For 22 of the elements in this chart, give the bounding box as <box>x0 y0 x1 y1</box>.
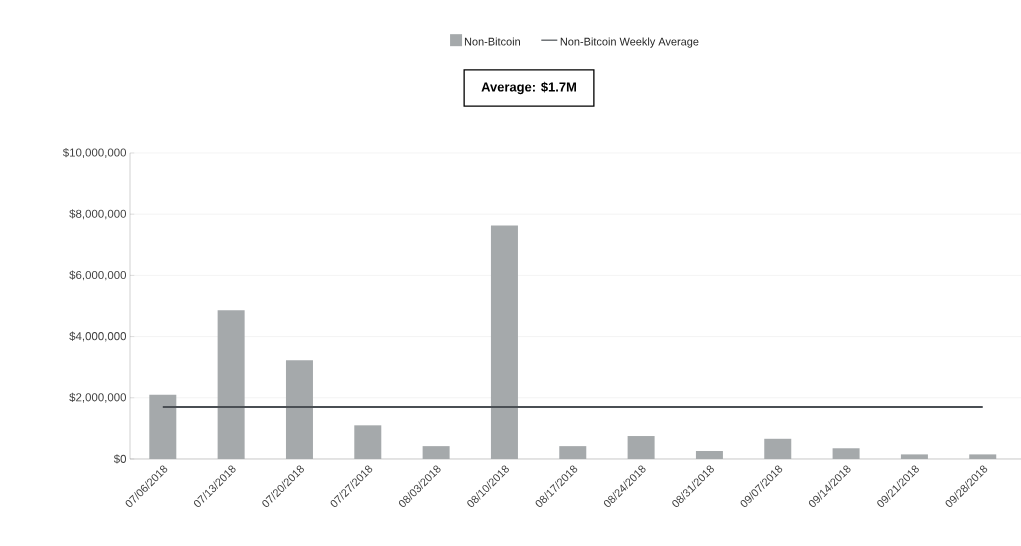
bar <box>217 310 245 459</box>
y-tick-label: $4,000,000 <box>69 331 127 342</box>
legend-label: Non-Bitcoin <box>464 37 520 46</box>
bar <box>354 425 382 459</box>
bar <box>900 454 928 459</box>
legend-label: Non-Bitcoin Weekly Average <box>560 37 699 48</box>
bar <box>422 446 450 459</box>
y-tick-label: $2,000,000 <box>69 392 127 403</box>
bar <box>559 446 587 459</box>
y-tick-label: $6,000,000 <box>69 270 127 281</box>
bar <box>627 436 655 459</box>
y-tick-label: $0 <box>113 454 127 464</box>
bar <box>764 438 792 459</box>
y-tick-label: $10,000,000 <box>62 148 127 158</box>
bar <box>832 448 860 459</box>
bar <box>285 360 313 459</box>
bar <box>149 394 177 459</box>
text: Average: $1.7M <box>481 81 576 95</box>
bar <box>490 225 518 459</box>
bar <box>695 451 723 459</box>
y-tick-label: $8,000,000 <box>69 209 127 220</box>
bar <box>969 454 997 459</box>
